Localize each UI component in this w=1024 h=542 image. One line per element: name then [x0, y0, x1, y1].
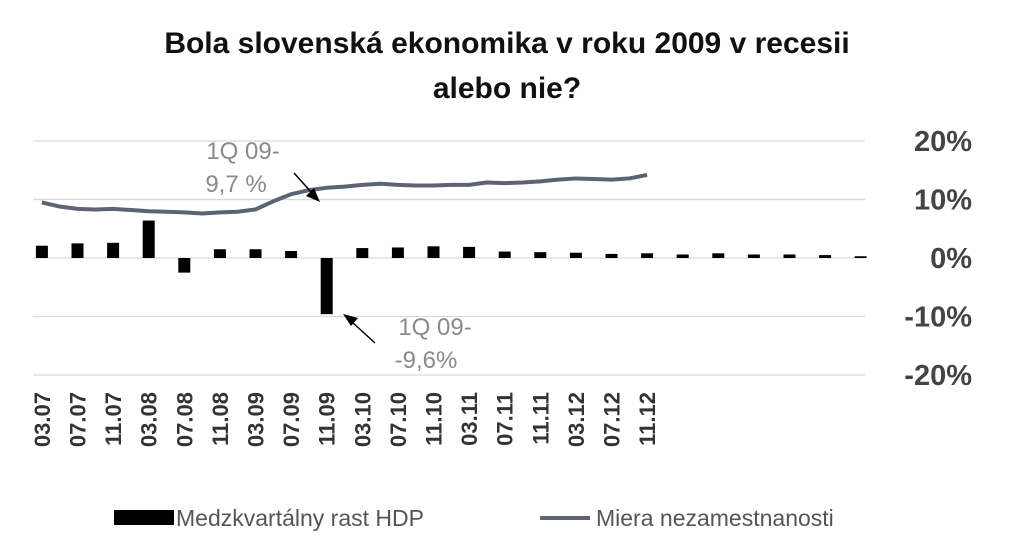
- gdp-bar: [107, 242, 120, 258]
- gdp-bar: [356, 248, 369, 258]
- annotation-unemployment-arrowhead: [306, 188, 320, 202]
- x-tick-label: 11.09: [315, 392, 340, 446]
- gdp-bar: [391, 247, 404, 258]
- x-tick-label: 03.08: [137, 392, 162, 447]
- gdp-bar: [676, 254, 689, 258]
- gdp-bar: [712, 253, 725, 258]
- gdp-bar: [249, 249, 262, 258]
- chart-title-line-1: Bola slovenská ekonomika v roku 2009 v r…: [164, 27, 849, 60]
- gdp-bar: [285, 250, 298, 258]
- x-tick-label: 03.09: [244, 392, 269, 447]
- x-tick-label: 07.12: [600, 392, 625, 447]
- gdp-bar: [320, 258, 333, 315]
- chart-title-line-2: alebo nie?: [433, 72, 581, 105]
- gdp-bar: [178, 258, 191, 273]
- gdp-bar: [534, 252, 547, 258]
- x-tick-label: 03.11: [457, 392, 482, 446]
- x-tick-label: 11.12: [635, 392, 660, 446]
- gdp-bar: [463, 246, 476, 258]
- y-tick-label: 20%: [914, 126, 972, 158]
- annotation-gdp-arrow: [351, 321, 376, 344]
- gdp-bar: [71, 243, 84, 258]
- y-tick-label: 0%: [930, 243, 972, 275]
- y-tick-label: -20%: [904, 360, 972, 392]
- annotation-gdp-line-1: 1Q 09-: [398, 314, 471, 341]
- y-axis-ticks: 20% 10% 0% -10% -20%: [904, 126, 972, 392]
- unemployment-line: [41, 172, 648, 216]
- x-tick-label: 07.07: [66, 392, 91, 447]
- x-tick-label: 11.10: [422, 392, 447, 446]
- gdp-bar: [783, 254, 796, 258]
- annotation-unemployment-line-2: 9,7 %: [205, 171, 266, 198]
- gdp-bar: [605, 253, 618, 258]
- gdp-bar: [854, 256, 867, 258]
- gdp-bar: [819, 255, 832, 258]
- annotation-gdp-arrowhead: [343, 314, 358, 326]
- x-tick-label: 03.10: [350, 392, 375, 447]
- x-tick-label: 07.10: [386, 392, 411, 447]
- x-tick-label: 07.08: [172, 392, 197, 447]
- annotation-unemployment-arrow: [293, 172, 313, 194]
- annotation-gdp-line-2: -9,6%: [395, 347, 458, 374]
- x-tick-label: 11.08: [208, 392, 233, 446]
- legend-swatch-gdp: [114, 510, 174, 525]
- x-tick-label: 07.11: [493, 392, 518, 446]
- gdp-bar: [641, 253, 654, 258]
- legend-label-unemployment: Miera nezamestnanosti: [596, 505, 834, 531]
- x-tick-label: 11.07: [101, 392, 126, 446]
- y-tick-label: 10%: [914, 185, 972, 217]
- x-tick-label: 11.11: [528, 392, 553, 445]
- gridlines: [33, 140, 865, 376]
- y-tick-label: -10%: [904, 302, 972, 334]
- gdp-bar: [498, 251, 511, 258]
- x-tick-label: 03.12: [564, 392, 589, 447]
- gdp-bars: [35, 220, 867, 315]
- x-tick-label: 07.09: [279, 392, 304, 447]
- gdp-bar: [747, 254, 760, 258]
- gdp-bar: [569, 252, 582, 258]
- gdp-bar: [213, 249, 226, 258]
- unemployment-line-group: [41, 172, 648, 216]
- annotation-unemployment-line-1: 1Q 09-: [206, 138, 279, 165]
- x-tick-label: 03.07: [30, 392, 55, 447]
- gdp-bar: [35, 245, 48, 258]
- x-axis-ticks: 03.07 07.07 11.07 03.08 07.08 11.08 03.09 07.09…: [30, 392, 660, 447]
- gdp-bar: [427, 246, 440, 258]
- legend-label-gdp: Medzkvartálny rast HDP: [176, 505, 424, 531]
- gdp-bar: [142, 220, 155, 258]
